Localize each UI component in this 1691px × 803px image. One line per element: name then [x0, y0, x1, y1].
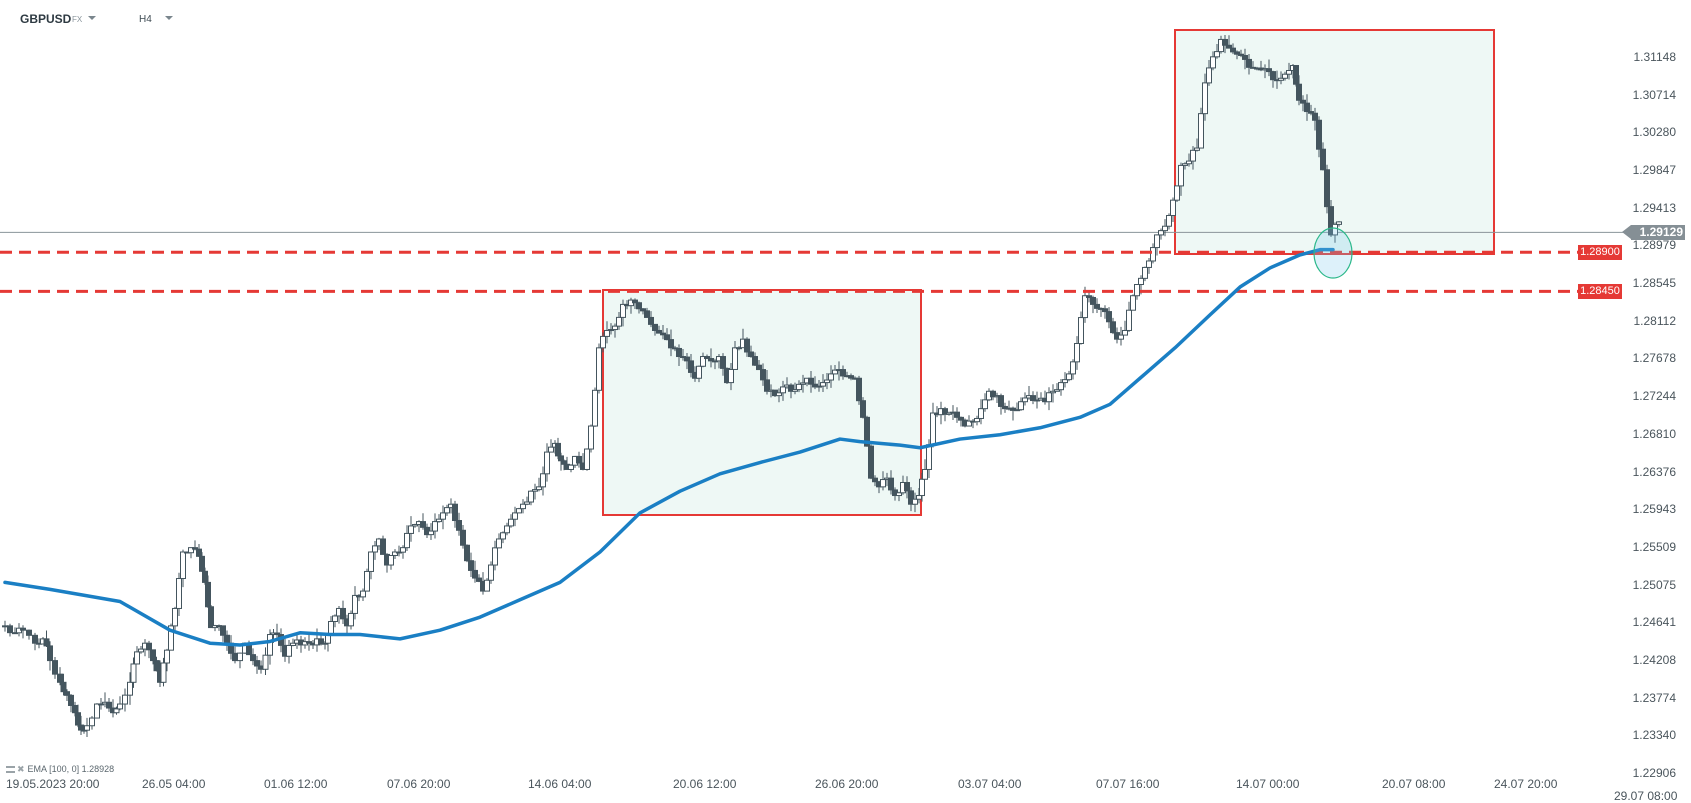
- settings-lines-icon[interactable]: [6, 766, 15, 774]
- price-tick-label: 1.25943: [1632, 502, 1676, 517]
- indicator-name: EMA: [27, 764, 47, 774]
- chart-header: GBPUSD FX H4: [0, 0, 600, 36]
- ema-line: [3, 247, 1335, 647]
- time-tick-label: 14.07 00:00: [1236, 777, 1300, 791]
- time-tick-label: 26.06 20:00: [815, 777, 879, 791]
- price-tick-label: 1.24208: [1632, 652, 1676, 667]
- price-tick-label: 1.31148: [1633, 50, 1677, 64]
- time-tick-label: 29.07 08:00: [1614, 789, 1678, 803]
- symbol-selector[interactable]: GBPUSD: [20, 12, 72, 26]
- price-tick-label: 1.24641: [1632, 615, 1676, 630]
- indicator-value: 1.28928: [81, 764, 115, 774]
- price-tick-label: 1.23340: [1632, 728, 1676, 743]
- indicator-legend: ✖ EMA [100, 0] 1.28928: [6, 764, 114, 775]
- indicator-params: [100, 0]: [49, 764, 80, 774]
- symbol-chevron-down-icon[interactable]: [88, 16, 96, 20]
- time-tick-label: 19.05.2023 20:00: [6, 777, 100, 791]
- price-tick-label: 1.29847: [1632, 163, 1676, 178]
- time-tick-label: 20.06 12:00: [673, 777, 737, 791]
- price-tick-label: 1.26810: [1632, 426, 1676, 441]
- price-tick-label: 1.28979: [1632, 238, 1676, 253]
- touch-highlight-ellipse: [1313, 227, 1353, 279]
- time-tick-label: 24.07 20:00: [1494, 777, 1558, 791]
- level-tag-1-28450[interactable]: 1.28450: [1578, 283, 1622, 299]
- time-tick-label: 20.07 08:00: [1382, 777, 1446, 791]
- level-tag-1-28900[interactable]: 1.28900: [1578, 244, 1622, 260]
- price-tick-label: 1.22906: [1632, 766, 1676, 780]
- price-tick-label: 1.26376: [1632, 464, 1676, 479]
- candlesticks: [2, 34, 1342, 738]
- price-tick-label: 1.23774: [1632, 690, 1676, 705]
- price-tick-label: 1.30280: [1632, 125, 1676, 140]
- price-tick-label: 1.27678: [1632, 351, 1676, 366]
- current-price-tag: 1.29129: [1622, 224, 1685, 240]
- timeframe-chevron-down-icon[interactable]: [165, 16, 173, 20]
- price-tick-label: 1.28112: [1633, 313, 1677, 328]
- timeframe-selector[interactable]: H4: [139, 14, 152, 25]
- price-tick-label: 1.25075: [1632, 577, 1676, 592]
- price-tick-label: 1.27244: [1632, 389, 1676, 404]
- time-tick-label: 07.07 16:00: [1096, 777, 1160, 791]
- time-tick-label: 03.07 04:00: [958, 777, 1022, 791]
- symbol-type-badge: FX: [72, 15, 83, 24]
- remove-indicator-icon[interactable]: ✖: [17, 764, 25, 774]
- price-tick-label: 1.25509: [1632, 539, 1676, 554]
- time-tick-label: 01.06 12:00: [264, 777, 328, 791]
- highlight-zone-2[interactable]: [1174, 29, 1495, 255]
- time-tick-label: 07.06 20:00: [387, 777, 451, 791]
- price-tick-label: 1.28545: [1632, 276, 1676, 291]
- price-tick-label: 1.30714: [1632, 87, 1676, 102]
- price-tick-label: 1.29413: [1632, 200, 1676, 215]
- time-tick-label: 14.06 04:00: [528, 777, 592, 791]
- time-tick-label: 26.05 04:00: [142, 777, 206, 791]
